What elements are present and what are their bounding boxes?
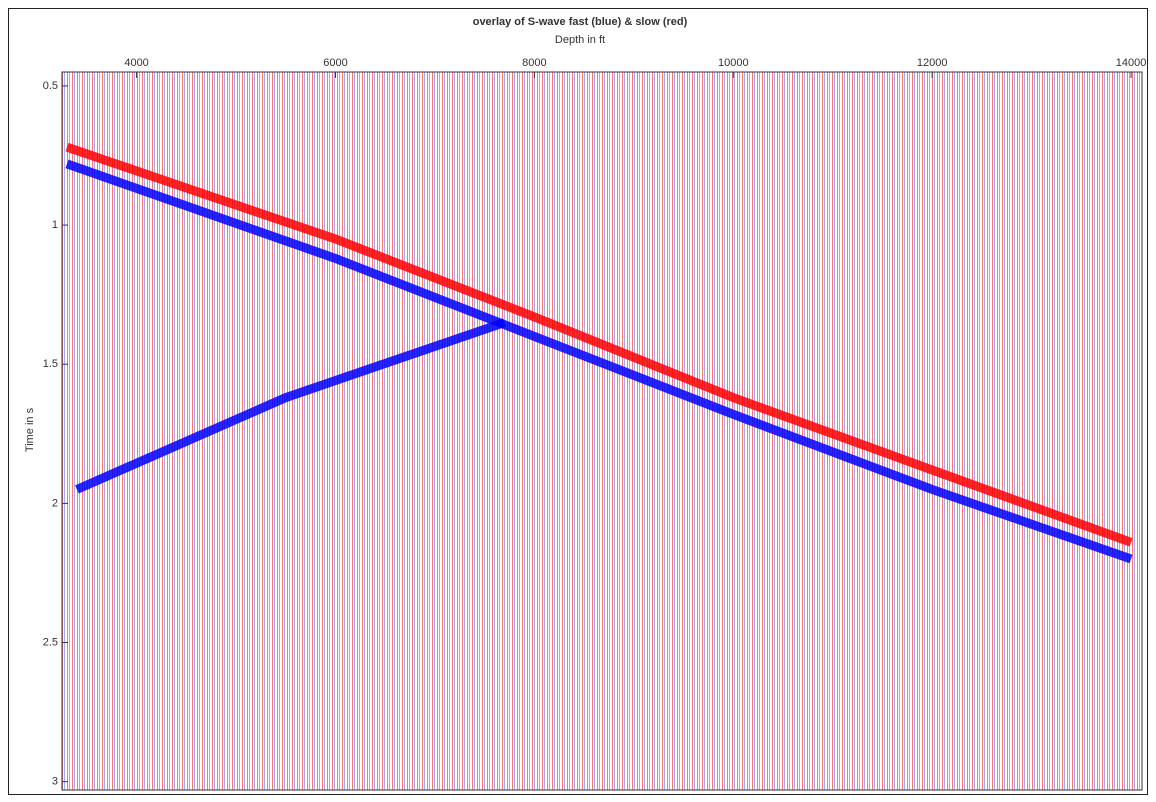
x-tick-label: 8000 xyxy=(522,57,546,69)
x-tick-label: 6000 xyxy=(323,57,347,69)
y-tick-label: 0.5 xyxy=(43,80,58,92)
figure-border xyxy=(8,8,1148,795)
x-tick-label: 4000 xyxy=(124,57,148,69)
y-tick-label: 1 xyxy=(52,219,58,231)
event-line xyxy=(65,159,1133,564)
x-tick-label: 12000 xyxy=(917,57,948,69)
x-axis-label: Depth in ft xyxy=(555,34,605,46)
y-axis-label: Time in s xyxy=(24,407,36,452)
plot-area xyxy=(61,71,1143,791)
x-tick-label: 10000 xyxy=(718,57,749,69)
y-tick-label: 2 xyxy=(52,497,58,509)
y-tick-label: 1.5 xyxy=(43,358,58,370)
event-line xyxy=(65,142,1133,547)
x-tick-label: 14000 xyxy=(1116,57,1147,69)
trace-texture xyxy=(62,72,1142,790)
y-tick-label: 3 xyxy=(52,776,58,788)
event-line xyxy=(75,318,507,494)
y-tick-label: 2.5 xyxy=(43,636,58,648)
chart-title: overlay of S-wave fast (blue) & slow (re… xyxy=(473,16,688,28)
